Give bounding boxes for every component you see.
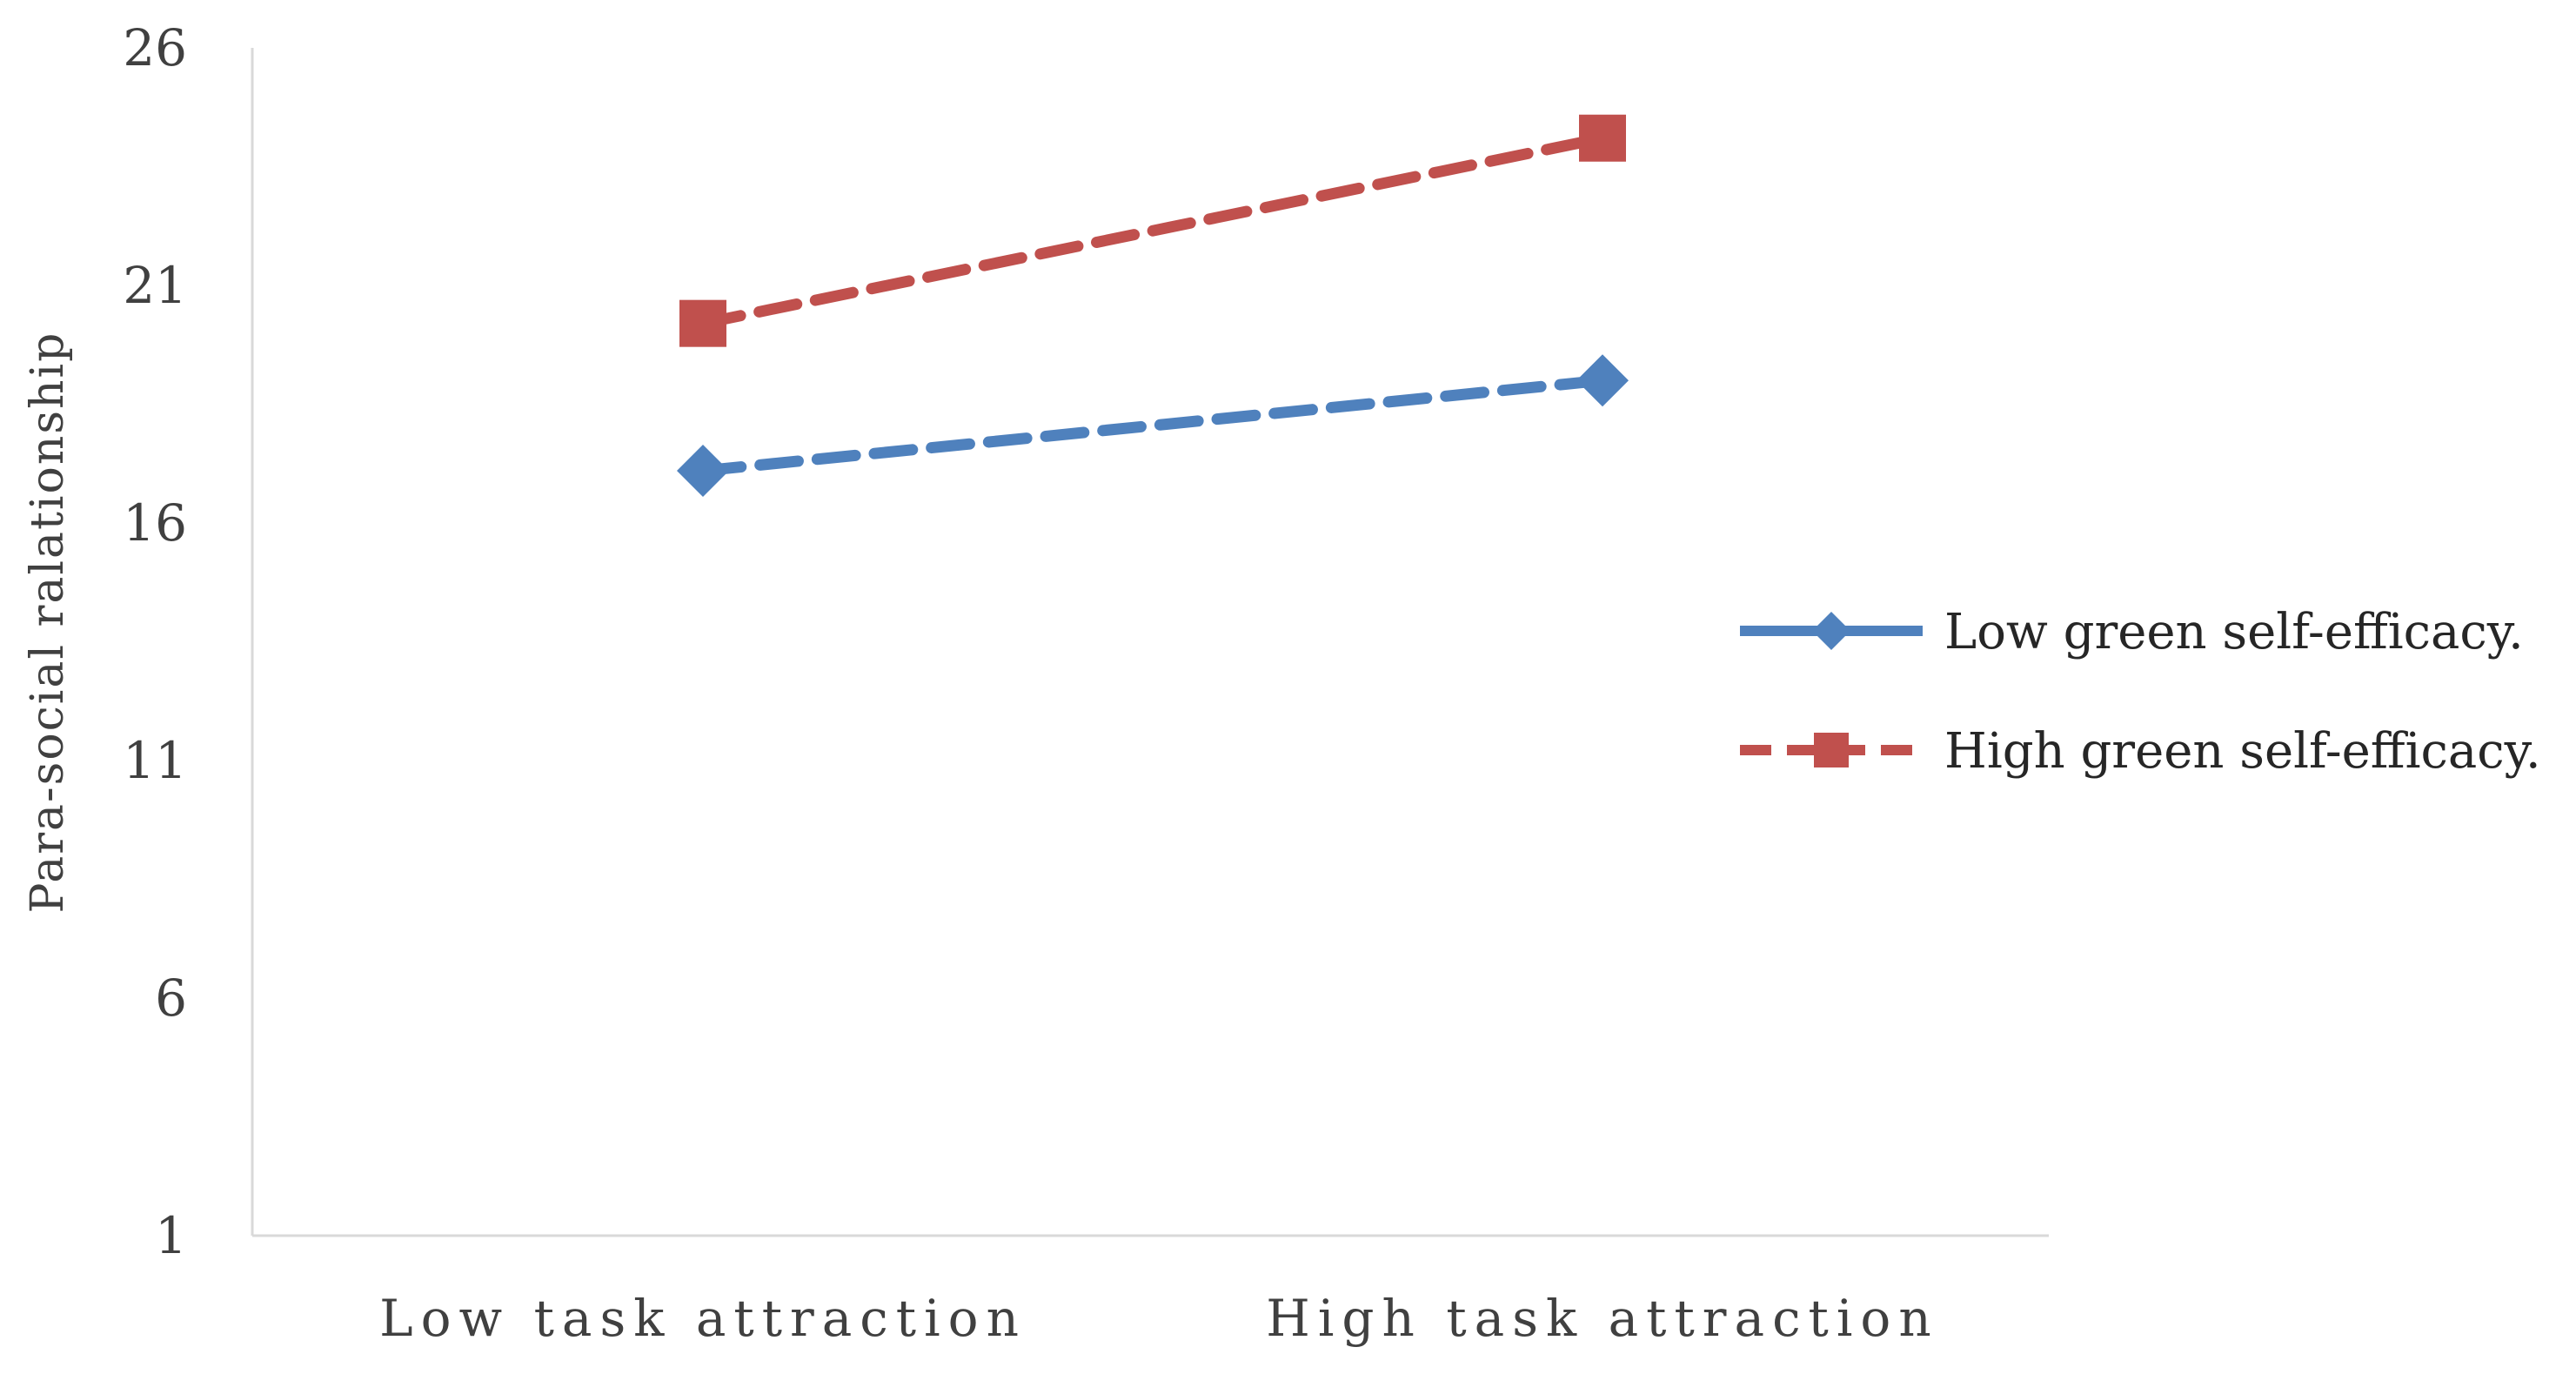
axes xyxy=(251,48,2049,1237)
y-axis-title: Para-social ralationship xyxy=(22,332,74,914)
legend-label: High green self-efficacy. xyxy=(1944,723,2541,780)
legend-item: Low green self-efficacy. xyxy=(1740,604,2524,660)
y-tick-label: 26 xyxy=(123,18,187,77)
legend-item: High green self-efficacy. xyxy=(1740,723,2541,780)
data-point xyxy=(1579,114,1626,162)
x-tick-labels: Low task attraction High task attraction xyxy=(379,1289,1938,1348)
y-tick-label: 6 xyxy=(155,969,187,1028)
legend-label: Low green self-efficacy. xyxy=(1944,604,2524,660)
series-line xyxy=(697,374,1609,477)
series-lines xyxy=(677,114,1629,497)
data-point xyxy=(677,444,729,497)
legend-marker xyxy=(1812,612,1850,650)
data-point xyxy=(679,299,726,347)
series-low-green-self-efficacy xyxy=(677,354,1629,497)
series-line xyxy=(697,132,1609,330)
legend-marker xyxy=(1814,733,1849,767)
y-tick-label: 1 xyxy=(155,1206,187,1265)
legend: Low green self-efficacy. High green self-… xyxy=(1740,604,2541,780)
y-tick-label: 11 xyxy=(123,731,187,790)
x-tick-label: Low task attraction xyxy=(379,1289,1027,1348)
x-tick-label: High task attraction xyxy=(1266,1289,1938,1348)
data-point xyxy=(1576,354,1629,407)
y-tick-label: 16 xyxy=(123,493,187,553)
y-tick-label: 21 xyxy=(123,256,187,315)
series-high-green-self-efficacy xyxy=(679,114,1626,347)
